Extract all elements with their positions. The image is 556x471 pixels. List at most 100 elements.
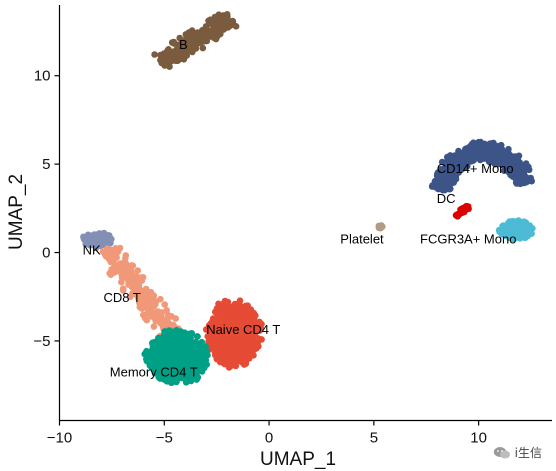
data-point bbox=[191, 45, 198, 52]
data-point bbox=[188, 35, 195, 42]
data-point bbox=[205, 326, 213, 334]
data-point bbox=[226, 341, 233, 348]
data-point bbox=[172, 50, 180, 57]
data-point bbox=[156, 350, 164, 358]
data-point bbox=[186, 40, 193, 47]
cluster-naive-cd4-t bbox=[202, 297, 265, 371]
data-point bbox=[444, 158, 452, 166]
data-point bbox=[168, 313, 175, 320]
data-point bbox=[241, 325, 249, 332]
data-point bbox=[448, 177, 455, 185]
data-point bbox=[241, 314, 249, 322]
data-point bbox=[215, 19, 222, 27]
data-point bbox=[523, 178, 530, 186]
data-point bbox=[148, 310, 156, 317]
y-tick-label: 10 bbox=[34, 68, 51, 85]
data-point bbox=[245, 306, 252, 314]
data-point bbox=[103, 240, 111, 247]
cluster-label: NK bbox=[83, 242, 101, 257]
data-point bbox=[239, 334, 247, 342]
data-point bbox=[149, 359, 157, 367]
data-point bbox=[213, 340, 220, 348]
data-point bbox=[240, 342, 247, 349]
data-point bbox=[95, 230, 102, 238]
data-point bbox=[118, 271, 125, 278]
data-point bbox=[179, 355, 186, 362]
wechat-icon bbox=[493, 446, 510, 458]
data-point bbox=[163, 321, 171, 329]
data-point bbox=[166, 340, 174, 348]
data-point bbox=[248, 345, 256, 353]
data-point bbox=[509, 225, 516, 233]
data-point bbox=[118, 278, 125, 286]
data-point bbox=[187, 374, 194, 381]
data-point bbox=[224, 19, 231, 27]
data-point bbox=[437, 166, 445, 173]
data-point bbox=[144, 303, 152, 311]
data-point bbox=[143, 357, 151, 365]
data-point bbox=[186, 335, 194, 343]
data-point bbox=[161, 346, 168, 353]
data-point bbox=[201, 28, 208, 36]
data-point bbox=[199, 37, 206, 45]
data-point bbox=[143, 316, 151, 324]
data-point bbox=[227, 362, 234, 370]
data-point bbox=[235, 300, 243, 308]
data-point bbox=[144, 288, 151, 296]
data-point bbox=[453, 211, 461, 219]
data-point bbox=[232, 314, 240, 322]
data-point bbox=[156, 314, 163, 322]
ticks-layer: −10 −5 0 5 10 −5 0 5 10 bbox=[33, 68, 487, 447]
y-axis-title: UMAP_2 bbox=[6, 174, 27, 250]
data-point bbox=[205, 17, 212, 25]
data-point bbox=[219, 337, 227, 345]
points-layer bbox=[80, 11, 536, 387]
cluster-label: B bbox=[179, 37, 188, 52]
data-point bbox=[192, 371, 200, 379]
data-point bbox=[477, 138, 484, 146]
data-point bbox=[165, 374, 173, 382]
data-point bbox=[227, 307, 234, 314]
data-point bbox=[436, 175, 443, 183]
data-point bbox=[458, 157, 465, 165]
data-point bbox=[472, 151, 480, 158]
data-point bbox=[504, 163, 512, 171]
data-point bbox=[214, 313, 222, 321]
data-point bbox=[252, 312, 259, 319]
data-point bbox=[185, 29, 193, 36]
data-point bbox=[489, 142, 496, 150]
data-point bbox=[204, 333, 211, 340]
data-point bbox=[510, 235, 517, 243]
data-point bbox=[149, 291, 157, 299]
data-point bbox=[479, 149, 486, 156]
data-point bbox=[253, 320, 261, 328]
data-point bbox=[499, 160, 507, 167]
data-point bbox=[224, 302, 231, 309]
data-point bbox=[522, 160, 530, 167]
data-point bbox=[134, 267, 141, 274]
cluster-label: CD8 T bbox=[104, 290, 141, 305]
x-tick-label: 5 bbox=[370, 430, 378, 447]
data-point bbox=[194, 347, 202, 354]
cluster-label: FCGR3A+ Mono bbox=[420, 232, 516, 247]
cluster-fcgr3a-mono bbox=[495, 217, 536, 243]
cluster-label: Naive CD4 T bbox=[206, 322, 280, 337]
data-point bbox=[246, 328, 254, 336]
data-point bbox=[157, 319, 164, 327]
data-point bbox=[377, 224, 384, 232]
data-point bbox=[162, 363, 170, 371]
cluster-label: Platelet bbox=[340, 232, 384, 247]
data-point bbox=[227, 348, 234, 355]
data-point bbox=[221, 326, 228, 334]
data-point bbox=[140, 311, 147, 319]
data-point bbox=[203, 361, 210, 368]
cluster-labels-layer: B NK CD8 T Naive CD4 T Memory CD4 T Platelet C… bbox=[83, 37, 517, 379]
data-point bbox=[171, 350, 179, 357]
data-point bbox=[243, 349, 250, 356]
data-point bbox=[191, 362, 198, 370]
data-point bbox=[111, 261, 118, 269]
y-tick-label: 0 bbox=[42, 245, 50, 262]
data-point bbox=[468, 157, 476, 165]
data-point bbox=[102, 232, 109, 239]
data-point bbox=[466, 143, 474, 150]
